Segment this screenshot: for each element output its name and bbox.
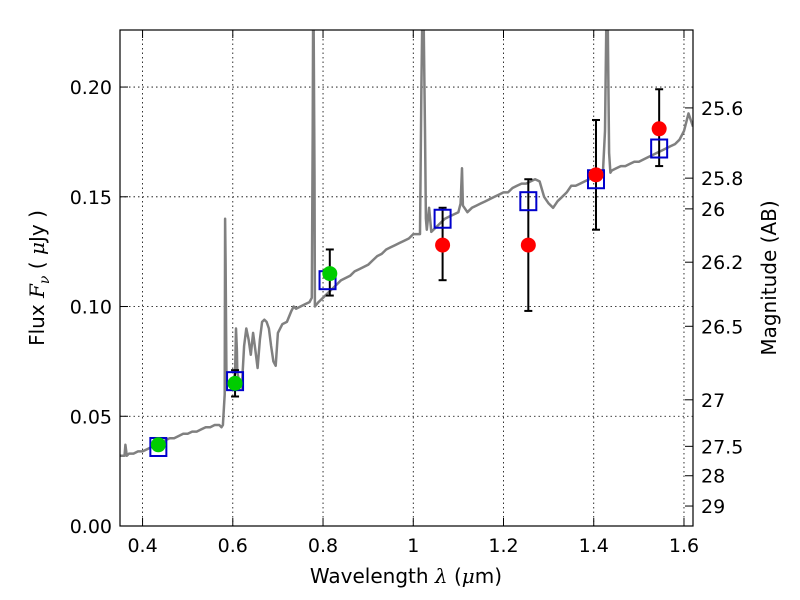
x-tick-label: 1.2 <box>488 535 518 557</box>
observed-infrared-point <box>435 237 451 253</box>
model-photometry-square <box>650 138 669 159</box>
plot-background <box>120 30 693 526</box>
y2-tick-label: 26 <box>701 199 725 221</box>
y2-axis-label: Magnitude (AB) <box>757 200 781 355</box>
data-layer <box>120 30 693 458</box>
y-tick-label: 0.15 <box>70 187 112 209</box>
y2-tick-label: 27 <box>701 390 725 412</box>
x-axis-label: Wavelength λ (μm) <box>310 564 502 588</box>
observed-optical-point <box>322 266 338 282</box>
x-tick-label: 1.4 <box>579 535 609 557</box>
y2-tick-label: 25.8 <box>701 168 743 190</box>
model-photometry-square <box>519 191 538 212</box>
x-tick-label: 1.6 <box>669 535 699 557</box>
y2-tick-label: 25.6 <box>701 98 743 120</box>
y-tick-label: 0.00 <box>70 516 112 538</box>
observed-infrared-point <box>520 237 536 253</box>
x-tick-label: 1 <box>407 535 419 557</box>
axes: 0.4 0.6 0.8 1 1.2 1.4 1.6 0.00 0.05 0.10 0.15 0.20 2… <box>70 30 743 557</box>
model-photometry-square <box>433 208 452 229</box>
x-tick-label: 0.4 <box>127 535 157 557</box>
y-tick-label: 0.05 <box>70 406 112 428</box>
spectrum-layer <box>120 30 693 458</box>
plot-frame <box>119 29 694 527</box>
x-tick-label: 0.6 <box>218 535 248 557</box>
y-tick-label: 0.20 <box>70 77 112 99</box>
observed-optical-point <box>227 375 243 391</box>
y2-tick-label: 26.5 <box>701 316 743 338</box>
y2-tick-label: 29 <box>701 496 725 518</box>
y-axis-label: Flux Fν ( μJy ) <box>25 210 53 346</box>
observed-infrared-point <box>651 121 667 137</box>
observed-photometry-layer <box>150 121 667 453</box>
observed-infrared-point <box>588 167 604 183</box>
model-photometry-layer <box>149 138 669 457</box>
observed-optical-point <box>150 437 166 453</box>
y-tick-label: 0.10 <box>70 297 112 319</box>
y2-tick-label: 27.5 <box>701 436 743 458</box>
grid <box>120 30 693 527</box>
y2-tick-label: 28 <box>701 466 725 488</box>
x-tick-label: 0.8 <box>308 535 338 557</box>
model-spectrum-line <box>120 30 693 458</box>
y2-tick-label: 26.2 <box>701 252 743 274</box>
